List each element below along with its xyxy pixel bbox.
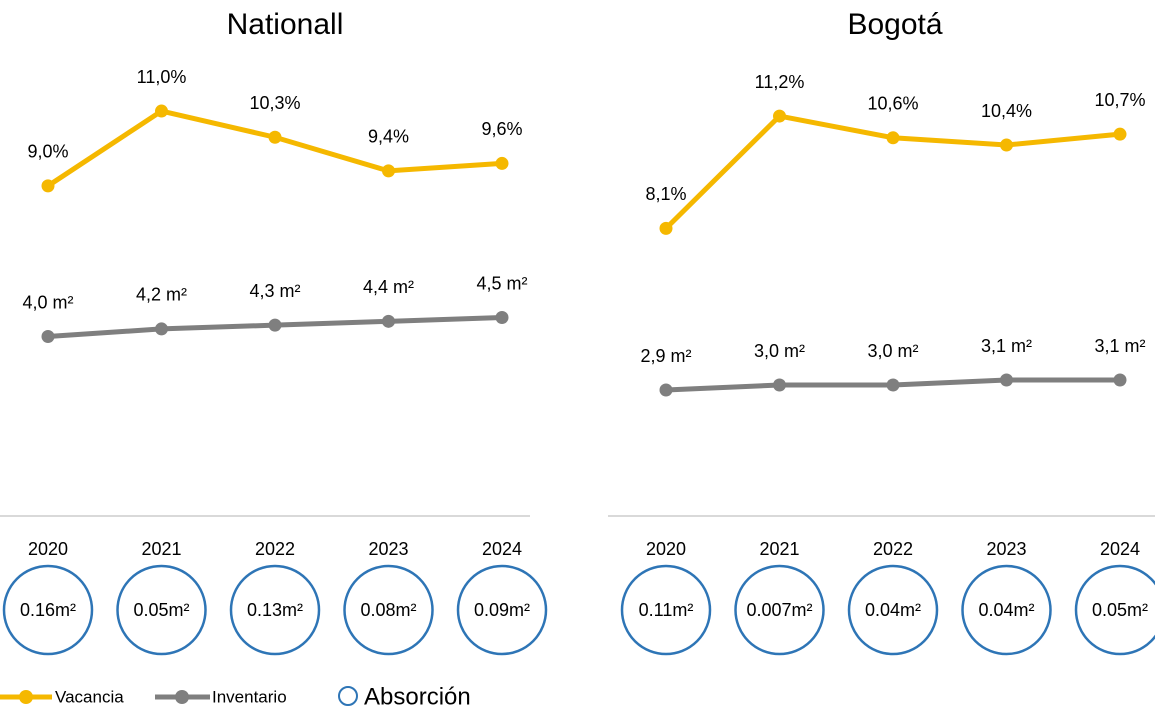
data-label: 4,4 m² [363, 277, 414, 297]
absorption-label: 0.16m² [20, 600, 76, 620]
x-tick-label: 2023 [986, 539, 1026, 559]
absorption-label: 0.09m² [474, 600, 530, 620]
data-point [1113, 373, 1127, 387]
data-label: 11,0% [137, 67, 187, 87]
data-point [773, 378, 786, 392]
legend-circle [338, 686, 358, 706]
x-tick-label: 2021 [141, 539, 181, 559]
absorption-label: 0.04m² [865, 600, 921, 620]
data-label: 3,0 m² [754, 341, 805, 361]
legend-dot [175, 690, 189, 704]
data-point [155, 104, 168, 118]
absorption-label: 0.08m² [360, 600, 416, 620]
absorption-label: 0.007m² [746, 600, 812, 620]
data-label: 9,6% [481, 119, 522, 139]
data-point [886, 378, 900, 392]
data-point [659, 221, 673, 235]
x-tick-label: 2022 [873, 539, 913, 559]
absorption-circle [343, 564, 434, 656]
absorption-circle [734, 564, 825, 656]
data-label: 3,1 m² [981, 336, 1032, 356]
absorption-circle [2, 564, 94, 656]
data-label: 4,5 m² [476, 273, 527, 293]
data-point [495, 156, 509, 170]
data-label: 4,3 m² [249, 281, 300, 301]
data-point [495, 311, 509, 325]
x-tick-label: 2024 [1100, 539, 1140, 559]
legend-label: Inventario [212, 687, 287, 706]
data-label: 10,7% [1094, 90, 1145, 110]
absorption-label: 0.05m² [1092, 600, 1148, 620]
legend-label: Absorción [364, 683, 471, 710]
data-label: 3,0 m² [867, 341, 918, 361]
absorption-label: 0.13m² [247, 600, 303, 620]
absorption-circle [620, 564, 712, 656]
x-tick-label: 2024 [482, 539, 522, 559]
absorption-circle [961, 564, 1052, 656]
data-label: 3,1 m² [1094, 336, 1145, 356]
x-tick-label: 2020 [646, 539, 686, 559]
data-label: 9,4% [368, 127, 409, 147]
chart-title: Bogotá [847, 8, 942, 41]
data-label: 9,0% [27, 142, 68, 162]
data-label: 8,1% [645, 184, 686, 204]
data-point [1113, 127, 1127, 141]
data-point [155, 322, 168, 336]
x-tick-label: 2020 [28, 539, 68, 559]
data-label: 11,2% [755, 72, 805, 92]
series-line [46, 108, 503, 188]
data-point [1000, 373, 1013, 387]
data-point [886, 131, 900, 145]
data-point [382, 164, 395, 178]
absorption-label: 0.05m² [133, 600, 189, 620]
x-tick-label: 2022 [255, 539, 295, 559]
data-point [659, 383, 673, 397]
absorption-circle [847, 564, 939, 656]
data-point [41, 330, 55, 344]
x-tick-label: 2023 [368, 539, 408, 559]
data-point [268, 130, 282, 144]
data-label: 10,6% [867, 94, 918, 114]
absorption-label: 0.11m² [639, 600, 694, 620]
data-label: 2,9 m² [640, 346, 691, 366]
data-point [268, 318, 282, 332]
data-label: 4,0 m² [22, 292, 73, 312]
data-point [1000, 138, 1013, 152]
data-point [773, 109, 786, 123]
data-label: 10,4% [981, 101, 1032, 121]
absorption-circle [116, 564, 207, 656]
absorption-circle [229, 564, 321, 656]
x-tick-label: 2021 [759, 539, 799, 559]
legend-label: Vacancia [55, 687, 124, 706]
absorption-circle [1074, 564, 1155, 656]
legend-dot [19, 690, 33, 704]
data-point [41, 179, 55, 193]
data-label: 10,3% [249, 93, 300, 113]
data-point [382, 314, 395, 328]
absorption-circle [456, 564, 548, 656]
data-label: 4,2 m² [136, 285, 187, 305]
chart-title: Nationall [227, 8, 344, 41]
absorption-label: 0.04m² [978, 600, 1034, 620]
